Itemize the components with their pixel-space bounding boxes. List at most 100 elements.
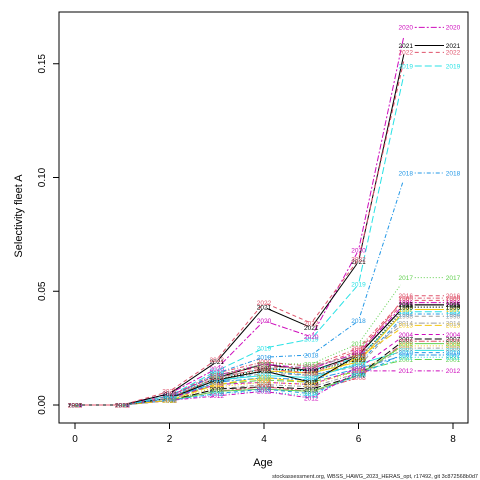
x-tick-label: 0: [72, 434, 78, 445]
series-label: 2016: [304, 370, 319, 377]
x-tick-label: 2: [167, 434, 173, 445]
series-label: 2004: [446, 332, 461, 339]
series-label: 1998: [257, 370, 272, 377]
series-label: 2006: [115, 402, 130, 409]
series-label: 2014: [68, 402, 83, 409]
series-label: 1997: [399, 307, 414, 314]
series-label: 2011: [399, 355, 413, 362]
series-label: 2004: [304, 382, 319, 389]
series-line-segment: [358, 74, 405, 282]
series-line-segment: [219, 390, 262, 394]
series-line-segment: [313, 364, 356, 378]
series-line-segment: [360, 351, 399, 373]
series-label: 2018: [399, 170, 414, 177]
series-label: 1992: [304, 366, 319, 373]
series-label: 1998: [115, 402, 130, 409]
series-label: 2001: [351, 368, 366, 375]
series-label: 2000: [446, 295, 461, 302]
y-tick-label: 0.10: [37, 167, 48, 187]
series-line-segment: [171, 360, 215, 391]
series-line-segment: [219, 361, 262, 373]
series-line-segment: [313, 359, 356, 373]
series-line-segment: [360, 313, 401, 358]
series-label: 1998: [446, 314, 461, 321]
series-label: 1997: [446, 307, 461, 314]
series-label: 2012: [399, 368, 414, 375]
series-label: 2013: [210, 382, 225, 389]
x-axis-title: Age: [253, 457, 273, 469]
series-label: 2022: [399, 50, 414, 57]
series-label: 1998: [351, 364, 366, 371]
series-label: 2009: [446, 341, 461, 348]
series-label: 1991: [115, 402, 130, 409]
series-label: 2011: [163, 398, 177, 405]
series-line-segment: [312, 261, 358, 321]
y-tick-label: 0.15: [37, 54, 48, 74]
series-label: 1993: [68, 402, 83, 409]
series-label: 1996: [304, 366, 319, 373]
series-line-segment: [219, 382, 262, 388]
series-label: 2019: [68, 402, 83, 409]
series-label: 2010: [115, 402, 130, 409]
series-label: 2006: [68, 402, 83, 409]
series-label: 2022: [304, 320, 319, 327]
series-label: 2002: [351, 366, 366, 373]
series-label: 2019: [399, 63, 414, 70]
series-label: 1998: [210, 380, 225, 387]
series-label: 1993: [210, 377, 225, 384]
series-label: 1997: [115, 402, 130, 409]
series-label: 2012: [304, 395, 319, 402]
series-label: 2005: [68, 402, 83, 409]
series-label: 1995: [68, 402, 83, 409]
series-label: 2009: [304, 389, 319, 396]
series-label: 2013: [304, 380, 319, 387]
series-line-segment: [360, 329, 399, 356]
series-label: 2016: [68, 402, 83, 409]
series-line-segment: [314, 355, 356, 367]
series-label: 1994: [257, 368, 272, 375]
series-label: 2017: [162, 395, 177, 402]
series-line-segment: [266, 371, 309, 383]
series-label: 1996: [399, 300, 414, 307]
series-label: 1991: [304, 368, 319, 375]
series-label: 2020: [304, 334, 319, 341]
series-line-segment: [172, 389, 214, 401]
series-label: 2001: [210, 382, 225, 389]
series-label: 2007: [257, 384, 272, 391]
series-label: 2007: [399, 336, 414, 343]
series-label: 2003: [210, 377, 225, 384]
series-label: 2022: [210, 357, 225, 364]
series-line-segment: [219, 368, 262, 380]
series-label: 1999: [162, 395, 177, 402]
series-label: 2016: [210, 375, 225, 382]
series-label: 2008: [399, 339, 414, 346]
series-line-segment: [218, 309, 263, 360]
series-label: 1993: [304, 370, 319, 377]
series-label: 2013: [162, 398, 177, 405]
x-tick-label: 6: [356, 434, 362, 445]
series-label: 2013: [399, 323, 414, 330]
series-label: 2004: [68, 402, 83, 409]
series-line-segment: [361, 356, 398, 369]
series-label: 2002: [115, 402, 130, 409]
series-line-segment: [312, 252, 358, 335]
series-label: 2014: [162, 395, 177, 402]
series-label: 1995: [210, 375, 225, 382]
series-label: 2003: [68, 402, 83, 409]
series-label: 2001: [304, 380, 319, 387]
series-label: 2004: [210, 382, 225, 389]
series-label: 2019: [351, 282, 366, 289]
series-label: 2000: [304, 364, 319, 371]
series-label: 2006: [446, 345, 461, 352]
series-label: 2005: [115, 402, 130, 409]
series-label: 1996: [446, 300, 461, 307]
series-label: 1999: [304, 368, 319, 375]
series-label: 1991: [399, 302, 414, 309]
series-label: 1994: [162, 395, 177, 402]
series-label: 1995: [446, 309, 461, 316]
series-label: 1994: [210, 380, 225, 387]
series-label: 2016: [399, 293, 414, 300]
series-line-segment: [266, 391, 309, 399]
series-label: 2016: [257, 366, 272, 373]
series-line-segment: [358, 54, 405, 259]
